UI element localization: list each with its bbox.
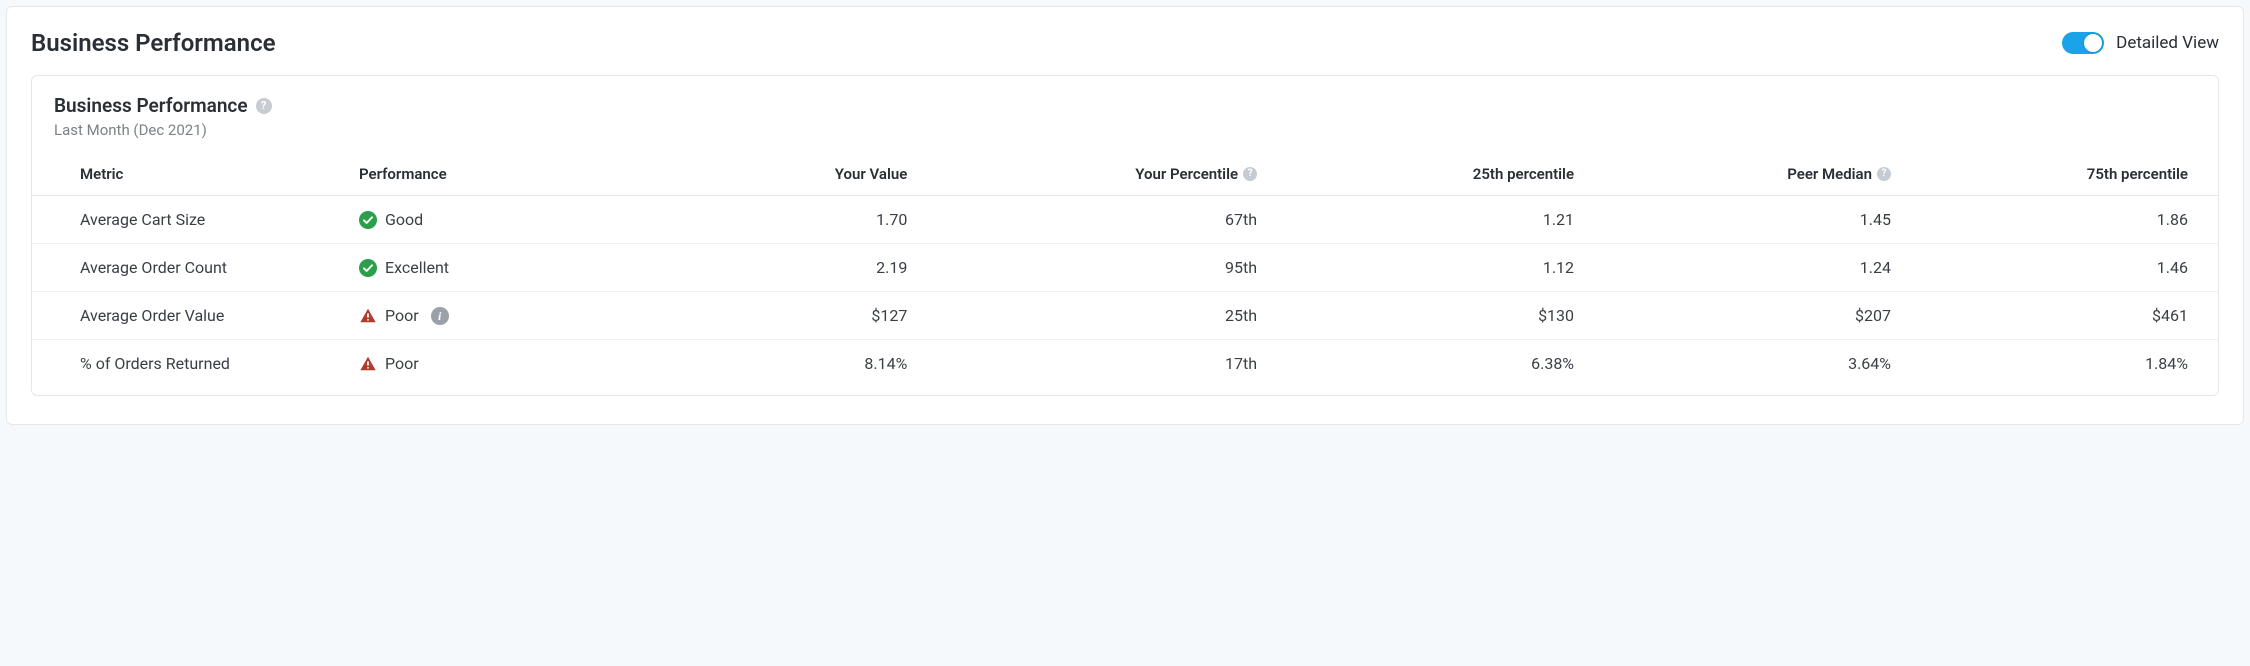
toggle-knob <box>2084 34 2102 52</box>
cell-metric: Average Order Value <box>32 292 349 340</box>
page-title: Business Performance <box>31 29 276 57</box>
cell-performance: Excellent <box>349 244 633 292</box>
help-icon[interactable]: ? <box>1877 167 1891 181</box>
cell-your-percentile: 17th <box>917 340 1267 388</box>
check-circle-icon <box>359 259 377 277</box>
card-title: Business Performance <box>54 94 248 117</box>
table-row: Average Order ValuePoori$12725th$130$207… <box>32 292 2218 340</box>
performance-card: Business Performance ? Last Month (Dec 2… <box>31 75 2219 396</box>
col-your-value: Your Value <box>633 153 917 196</box>
cell-peer-median: 1.45 <box>1584 196 1901 244</box>
performance-table: Metric Performance Your Value Your Perce… <box>32 153 2218 387</box>
cell-p75: 1.46 <box>1901 244 2218 292</box>
help-icon[interactable]: ? <box>256 98 272 114</box>
detailed-view-label: Detailed View <box>2116 33 2219 53</box>
cell-metric: Average Order Count <box>32 244 349 292</box>
col-metric: Metric <box>32 153 349 196</box>
cell-peer-median: 3.64% <box>1584 340 1901 388</box>
col-your-percentile-label: Your Percentile <box>1135 165 1238 183</box>
cell-your-value: 2.19 <box>633 244 917 292</box>
check-circle-icon <box>359 211 377 229</box>
col-peer-median: Peer Median ? <box>1584 153 1901 196</box>
performance-label: Excellent <box>385 258 449 277</box>
cell-your-value: $127 <box>633 292 917 340</box>
table-row: Average Order Count Excellent 2.1995th1.12… <box>32 244 2218 292</box>
cell-performance: Good <box>349 196 633 244</box>
cell-performance: Poori <box>349 292 633 340</box>
cell-performance: Poor <box>349 340 633 388</box>
cell-your-value: 8.14% <box>633 340 917 388</box>
cell-your-value: 1.70 <box>633 196 917 244</box>
page-container: Business Performance Detailed View Busin… <box>6 6 2244 425</box>
table-head: Metric Performance Your Value Your Perce… <box>32 153 2218 196</box>
warning-triangle-icon <box>359 355 377 373</box>
col-p75: 75th percentile <box>1901 153 2218 196</box>
table-row: % of Orders Returned Poor 8.14%17th6.38%3.… <box>32 340 2218 388</box>
cell-metric: Average Cart Size <box>32 196 349 244</box>
cell-p25: $130 <box>1267 292 1584 340</box>
detailed-view-toggle-wrap: Detailed View <box>2062 32 2219 54</box>
cell-your-percentile: 25th <box>917 292 1267 340</box>
card-subtitle: Last Month (Dec 2021) <box>54 121 2196 139</box>
warning-triangle-icon <box>359 307 377 325</box>
cell-p25: 1.12 <box>1267 244 1584 292</box>
info-icon[interactable]: i <box>431 307 449 325</box>
col-performance: Performance <box>349 153 633 196</box>
table-body: Average Cart SizeGood1.7067th1.211.451.8… <box>32 196 2218 388</box>
page-header: Business Performance Detailed View <box>31 29 2219 57</box>
cell-peer-median: 1.24 <box>1584 244 1901 292</box>
cell-p25: 1.21 <box>1267 196 1584 244</box>
cell-metric: % of Orders Returned <box>32 340 349 388</box>
performance-label: Poor <box>385 354 419 373</box>
performance-label: Poor <box>385 306 419 325</box>
detailed-view-toggle[interactable] <box>2062 32 2104 54</box>
card-header: Business Performance ? Last Month (Dec 2… <box>32 94 2218 153</box>
cell-peer-median: $207 <box>1584 292 1901 340</box>
col-p25: 25th percentile <box>1267 153 1584 196</box>
cell-p25: 6.38% <box>1267 340 1584 388</box>
performance-label: Good <box>385 210 423 229</box>
col-peer-median-label: Peer Median <box>1787 165 1872 183</box>
cell-your-percentile: 95th <box>917 244 1267 292</box>
card-title-row: Business Performance ? <box>54 94 2196 117</box>
cell-your-percentile: 67th <box>917 196 1267 244</box>
col-your-percentile: Your Percentile ? <box>917 153 1267 196</box>
table-row: Average Cart Size Good 1.7067th1.211.451.8… <box>32 196 2218 244</box>
cell-p75: $461 <box>1901 292 2218 340</box>
cell-p75: 1.84% <box>1901 340 2218 388</box>
cell-p75: 1.86 <box>1901 196 2218 244</box>
help-icon[interactable]: ? <box>1243 167 1257 181</box>
